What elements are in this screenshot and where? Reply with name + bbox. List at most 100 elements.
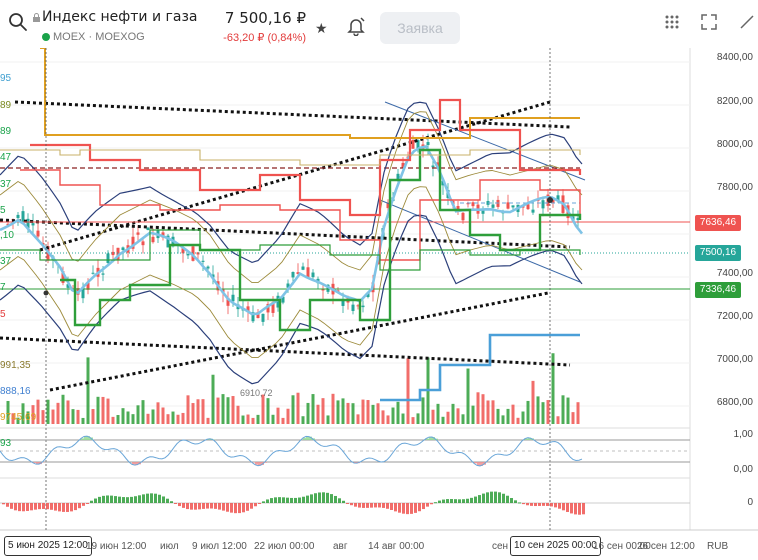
volume-bar xyxy=(196,399,200,424)
order-button[interactable]: Заявка xyxy=(380,12,460,44)
macd-bar xyxy=(42,503,45,509)
macd-bar xyxy=(490,491,493,503)
volume-bar xyxy=(546,400,550,424)
macd-bar xyxy=(538,503,541,506)
instrument-header: Индекс нефти и газа MOEX · MOEXOG 7 500,… xyxy=(0,0,758,48)
volume-bar xyxy=(401,413,405,424)
volume-bar xyxy=(111,416,115,424)
macd-bar xyxy=(18,503,21,512)
volume-bar xyxy=(446,411,450,424)
volume-bar xyxy=(391,407,395,424)
macd-bar xyxy=(82,503,85,506)
moving-average xyxy=(0,145,584,316)
search-button[interactable] xyxy=(6,10,30,34)
favorite-star-icon[interactable]: ★ xyxy=(315,20,328,36)
volume-bar xyxy=(386,415,390,424)
red-level-label: 7636,46 xyxy=(695,215,741,231)
macd-bar xyxy=(382,503,385,508)
time-tick: 22 июл 00:00 xyxy=(254,541,315,552)
candle xyxy=(426,142,430,146)
candle xyxy=(431,165,435,168)
volume-bar xyxy=(321,398,325,424)
red-step-line xyxy=(30,98,582,217)
indicator-value-label: 95 xyxy=(0,73,12,84)
candle xyxy=(461,212,465,221)
macd-bar xyxy=(554,503,557,508)
candle xyxy=(411,140,415,149)
macd-bar xyxy=(438,500,441,503)
volume-bar xyxy=(561,395,565,424)
candle xyxy=(16,214,20,219)
macd-bar xyxy=(46,503,49,510)
candle xyxy=(231,294,235,302)
candle xyxy=(136,232,140,235)
indicator-value-label: 89 xyxy=(0,126,12,137)
ticker-symbol: MOEXOG xyxy=(95,31,145,43)
macd-bar xyxy=(390,503,393,510)
candle xyxy=(261,313,265,322)
macd-bar xyxy=(162,496,165,503)
macd-bar xyxy=(34,503,37,510)
candle xyxy=(361,305,365,308)
oscillator-oversold xyxy=(135,462,138,466)
macd-bar xyxy=(422,503,425,510)
macd-bar xyxy=(150,493,153,503)
indicator-value-label: 5 xyxy=(0,205,6,216)
macd-bar xyxy=(374,503,377,508)
macd-bar xyxy=(498,492,501,503)
oscillator-overbought xyxy=(81,438,84,440)
candle xyxy=(401,162,405,168)
alert-bell-icon[interactable] xyxy=(347,16,365,36)
macd-bar xyxy=(142,494,145,503)
macd-bar xyxy=(514,500,517,503)
candle xyxy=(131,236,135,249)
candle xyxy=(271,302,275,313)
candle xyxy=(306,267,310,279)
volume-bar xyxy=(416,413,420,424)
volume-bar xyxy=(261,394,265,424)
macd-bar xyxy=(322,492,325,503)
indicator-value-label: 47 xyxy=(0,152,12,163)
macd-bar xyxy=(394,503,397,512)
macd-bar xyxy=(522,503,525,505)
volume-bar xyxy=(331,393,335,424)
volume-bar xyxy=(191,403,195,424)
volume-bar xyxy=(146,413,150,424)
macd-bar xyxy=(90,500,93,503)
macd-bar xyxy=(378,503,381,508)
macd-bar xyxy=(578,503,581,515)
volume-bar xyxy=(116,415,120,424)
volume-bar xyxy=(101,396,105,424)
volume-bar xyxy=(276,407,280,424)
indicator-value-label: 888,16 xyxy=(0,386,31,397)
oscillator-oversold xyxy=(132,462,135,465)
macd-bar xyxy=(154,493,157,503)
macd-bar xyxy=(178,503,181,507)
macd-bar xyxy=(534,503,537,507)
time-tick: сен xyxy=(492,541,509,552)
macd-bar xyxy=(362,503,365,508)
oscillator-overbought xyxy=(84,436,87,440)
candle xyxy=(36,230,40,237)
volume-bar xyxy=(171,411,175,424)
volume-bar xyxy=(186,395,190,424)
volume-bar xyxy=(406,358,410,424)
macd-bar xyxy=(198,503,201,510)
macd-bar xyxy=(118,496,121,503)
macd-bar xyxy=(466,498,469,503)
oscillator-oversold xyxy=(477,462,480,466)
macd-bar xyxy=(10,503,13,509)
candle xyxy=(506,202,510,209)
macd-bar xyxy=(170,501,173,503)
volume-bar xyxy=(266,398,270,424)
volume-bar xyxy=(126,411,130,424)
volume-bar xyxy=(251,417,255,424)
macd-bar xyxy=(334,495,337,503)
macd-bar xyxy=(482,493,485,503)
price-tick: 7200,00 xyxy=(716,311,753,322)
macd-bar xyxy=(70,503,73,512)
volume-bar xyxy=(221,394,225,424)
orange-step-line xyxy=(40,47,580,139)
volume-bar xyxy=(486,400,490,424)
